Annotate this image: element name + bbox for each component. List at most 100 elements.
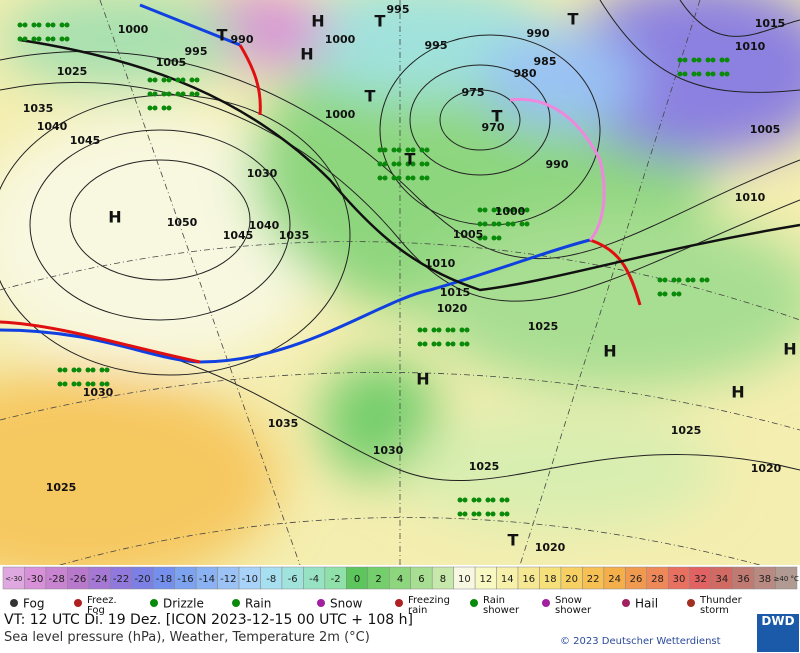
precip-symbol — [175, 77, 181, 83]
precip-symbol — [724, 57, 730, 63]
precip-symbol — [419, 175, 425, 181]
precip-symbol — [524, 221, 530, 227]
precip-symbol — [377, 175, 383, 181]
precip-symbol — [45, 22, 51, 28]
precip-symbol — [450, 327, 456, 333]
isobar-label: 980 — [514, 67, 537, 80]
precip-symbol — [59, 36, 65, 42]
isobar-label: 1000 — [325, 108, 356, 121]
precip-symbol — [161, 91, 167, 97]
scale-label: -8 — [266, 574, 276, 585]
precip-symbol — [99, 367, 105, 373]
weather-symbols — [17, 22, 730, 517]
precip-symbol — [50, 22, 56, 28]
pressure-center: H — [108, 208, 121, 227]
precip-symbol — [17, 36, 23, 42]
isobar-label: 990 — [546, 158, 569, 171]
precip-symbol — [396, 147, 402, 153]
precip-symbol — [499, 511, 505, 517]
scale-label: -24 — [91, 574, 107, 585]
weather-icon — [687, 599, 695, 607]
isobar-label: 990 — [527, 27, 550, 40]
precip-symbol — [436, 341, 442, 347]
precip-symbol — [99, 381, 105, 387]
scale-label: -4 — [309, 574, 319, 585]
precip-symbol — [405, 161, 411, 167]
temperature-field — [0, 0, 800, 565]
precip-symbol — [422, 327, 428, 333]
precip-symbol — [85, 367, 91, 373]
pressure-center: T — [508, 531, 519, 550]
pressure-center: H — [416, 370, 429, 389]
precip-symbol — [696, 57, 702, 63]
precip-symbol — [410, 161, 416, 167]
pressure-center: T — [492, 107, 503, 126]
isobar-label: 1040 — [37, 120, 68, 133]
isobar-label: 1000 — [495, 205, 526, 218]
precip-symbol — [377, 147, 383, 153]
precip-symbol — [505, 221, 511, 227]
precip-symbol — [152, 105, 158, 111]
precip-symbol — [391, 161, 397, 167]
precip-symbol — [710, 57, 716, 63]
warm-front — [0, 320, 201, 364]
weather-label: Thunder storm — [699, 595, 743, 615]
isobar-label: 1025 — [57, 65, 88, 78]
weather-label: Fog — [23, 597, 44, 611]
scale-label: 10 — [458, 574, 471, 585]
precip-symbol — [391, 175, 397, 181]
scale-label: -10 — [242, 574, 258, 585]
pressure-center: T — [405, 150, 416, 169]
scale-label: 22 — [587, 574, 600, 585]
isobar-label: 1045 — [70, 134, 101, 147]
weather-label: Freezing rain — [408, 595, 450, 615]
isobar-label: 1010 — [425, 257, 456, 270]
weather-icon — [232, 599, 240, 607]
scale-label: -26 — [70, 574, 86, 585]
precip-symbol — [671, 277, 677, 283]
precip-symbol — [382, 161, 388, 167]
precip-symbol — [71, 381, 77, 387]
warm-front — [589, 238, 642, 306]
scale-label: -6 — [288, 574, 298, 585]
precip-symbol — [491, 235, 497, 241]
isobar-label: 1005 — [453, 228, 484, 241]
weather-label: Freez. Fog — [87, 595, 117, 615]
isobar-label: 1025 — [671, 424, 702, 437]
precip-symbol — [410, 175, 416, 181]
precip-symbol — [699, 277, 705, 283]
precip-symbol — [677, 57, 683, 63]
precip-symbol — [180, 91, 186, 97]
precip-symbol — [22, 36, 28, 42]
isobar-label: 1010 — [735, 191, 766, 204]
isobar-label: 1000 — [325, 33, 356, 46]
copyright: © 2023 Deutscher Wetterdienst — [560, 636, 721, 647]
precip-symbol — [76, 367, 82, 373]
scale-label: 6 — [418, 574, 424, 585]
precip-symbol — [705, 57, 711, 63]
weather-icon — [395, 599, 403, 607]
weather-icon — [470, 599, 478, 607]
precip-symbol — [419, 147, 425, 153]
scale-label: 20 — [565, 574, 578, 585]
precip-symbol — [396, 161, 402, 167]
precip-symbol — [671, 291, 677, 297]
precip-symbol — [476, 497, 482, 503]
precip-symbol — [417, 341, 423, 347]
isobar-label: 1020 — [751, 462, 782, 475]
precip-symbol — [482, 235, 488, 241]
precip-symbol — [457, 511, 463, 517]
precip-symbol — [377, 161, 383, 167]
precip-symbol — [64, 36, 70, 42]
precip-symbol — [510, 207, 516, 213]
precip-symbol — [424, 147, 430, 153]
precip-symbol — [405, 175, 411, 181]
scale-label: 24 — [608, 574, 621, 585]
isobar-label: 1035 — [23, 102, 54, 115]
isobar-label: 1025 — [46, 481, 77, 494]
precip-symbol — [422, 341, 428, 347]
precip-symbol — [496, 235, 502, 241]
scale-label: 32 — [694, 574, 707, 585]
precip-symbol — [662, 291, 668, 297]
